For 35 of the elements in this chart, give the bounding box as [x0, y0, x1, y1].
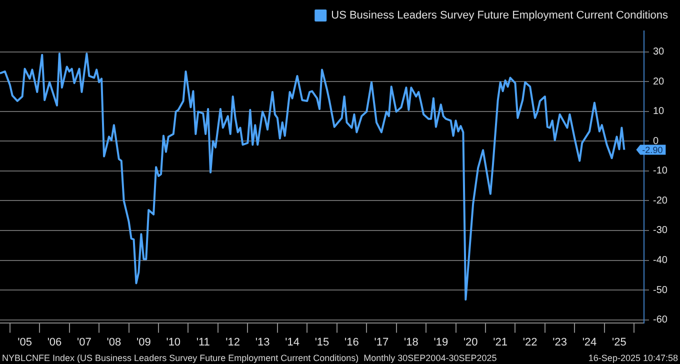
x-tick-label: '15 [314, 336, 330, 348]
y-tick-label: 30 [653, 46, 665, 58]
x-tick-label: '22 [522, 336, 538, 348]
x-tick-label: '13 [255, 336, 270, 348]
x-tick-label: '05 [18, 336, 32, 348]
x-tick-label: '06 [47, 336, 62, 348]
legend-label: US Business Leaders Survey Future Employment Current Conditions [331, 10, 668, 22]
x-tick-label: '23 [552, 336, 567, 348]
y-tick-label: 20 [653, 76, 665, 88]
y-tick-label: -50 [653, 284, 668, 296]
x-tick-label: '19 [434, 336, 448, 348]
x-tick-label: '14 [285, 336, 300, 348]
y-tick-label: -10 [653, 166, 668, 177]
x-tick-label: '09 [136, 336, 151, 348]
x-tick-label: '21 [493, 336, 508, 348]
y-tick-label: 10 [653, 106, 665, 118]
y-tick-label: -20 [653, 195, 668, 206]
x-tick-label: '18 [404, 336, 418, 348]
x-tick-label: '16 [344, 336, 359, 348]
x-tick-label: '25 [612, 336, 626, 348]
text: 16-Sep-2025 10:47:58 [588, 352, 678, 363]
y-tick-label: 0 [653, 136, 659, 147]
annotation: -2.90 [642, 144, 663, 155]
y-tick-label: -60 [653, 314, 668, 326]
x-tick-label: '11 [196, 336, 210, 348]
x-tick-label: '24 [582, 336, 597, 348]
x-tick-label: '08 [106, 336, 122, 348]
x-tick-label: '10 [166, 336, 181, 348]
y-tick-label: -40 [653, 255, 668, 266]
y-tick-label: -30 [653, 225, 668, 236]
text: NYBLCNFE Index (US Business Leaders Survey Future Employment Current Conditions) Monthly 30SEP2004-30SEP2025 [2, 352, 497, 363]
x-tick-label: '20 [463, 336, 478, 348]
x-tick-label: '12 [226, 336, 240, 348]
x-tick-label: '07 [77, 336, 92, 348]
x-tick-label: '17 [374, 336, 389, 348]
